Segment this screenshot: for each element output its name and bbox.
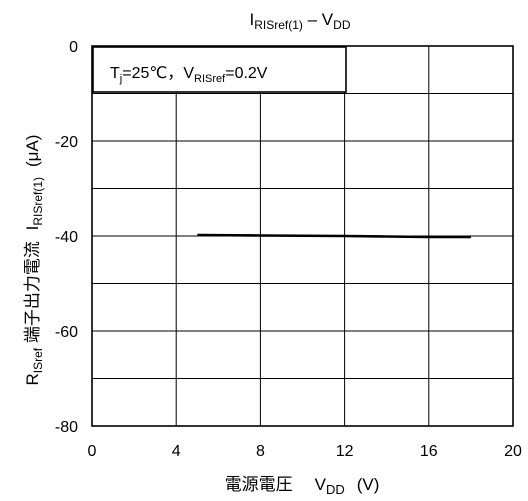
x-tick-label: 8 [256, 443, 265, 460]
y-tick-labels: 0 -20 -40 -60 -80 [55, 39, 78, 436]
x-axis-label: 電源電圧 VDD (V) [225, 475, 380, 497]
x-tick-label: 4 [172, 443, 181, 460]
y-tick-label: -60 [55, 324, 78, 341]
annotation-box [92, 46, 347, 93]
series-layer [197, 233, 471, 239]
y-axis-label: RISref 端子出力電流 IRISref(1)(μA) [23, 135, 45, 386]
x-tick-label: 12 [336, 443, 354, 460]
condition-annotation: Tj=25℃，VRISref=0.2V [92, 46, 347, 93]
series-line [197, 233, 471, 239]
x-tick-labels: 0 4 8 12 16 20 [88, 443, 522, 460]
x-tick-label: 16 [420, 443, 438, 460]
y-tick-label: -40 [55, 229, 78, 246]
x-tick-label: 0 [88, 443, 97, 460]
y-tick-label: -80 [55, 419, 78, 436]
y-tick-label: 0 [69, 39, 78, 56]
x-tick-label: 20 [504, 443, 522, 460]
plot-frame [91, 45, 514, 427]
annotation-text: Tj=25℃，VRISref=0.2V [110, 65, 268, 85]
y-tick-label: -20 [55, 134, 78, 151]
chart-title: IRISref(1) – VDD [249, 10, 350, 32]
grid-lines [92, 46, 513, 426]
